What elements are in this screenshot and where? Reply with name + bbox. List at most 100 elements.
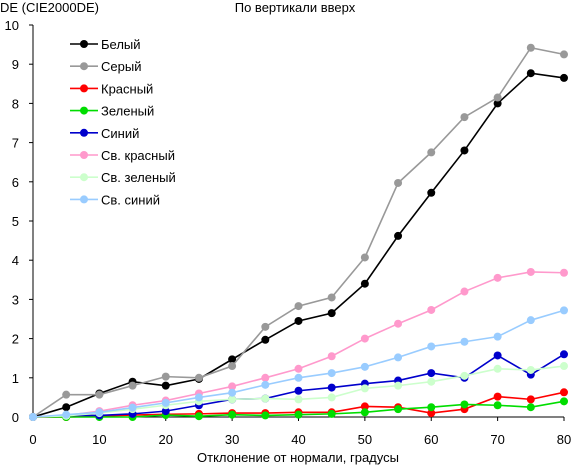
data-point [261,380,270,389]
data-point [427,369,436,378]
legend-item: Белый [70,37,141,52]
legend-label: Синий [101,126,139,141]
legend-label: Св. зеленый [101,170,176,185]
data-point [427,305,436,314]
data-point [261,335,270,344]
data-point [394,231,403,240]
data-point [161,381,170,390]
data-point [228,362,237,371]
data-point [294,386,303,395]
x-tick-label: 20 [159,432,173,447]
data-point [493,273,502,282]
data-point [394,353,403,362]
legend-label: Белый [101,37,141,52]
data-point [228,388,237,397]
data-point [228,410,237,419]
data-point [161,407,170,416]
data-point [194,373,203,382]
data-point [394,405,403,414]
data-point [360,253,369,262]
legend-swatch-marker [80,128,88,137]
x-tick-label: 30 [225,432,239,447]
data-point [327,293,336,302]
data-point [427,409,436,418]
data-point [294,395,303,404]
data-point [526,365,535,374]
data-point [460,400,469,409]
data-point [427,148,436,157]
legend-item: Св. красный [70,148,175,163]
data-point [526,316,535,325]
data-point [560,397,568,406]
data-point [62,403,71,412]
data-point [526,43,535,52]
data-point [526,395,535,404]
data-point [493,332,502,341]
data-point [327,393,336,402]
axes: 0 1 2 3 4 5 6 7 8 9 10 0 10 20 30 40 50 60 70 80 [5,18,571,447]
data-point [62,390,71,399]
data-point [95,408,104,417]
data-point [460,287,469,296]
y-tick-label: 7 [12,136,19,151]
legend-swatch-marker [80,151,88,159]
data-point [360,334,369,343]
y-tick-label: 6 [12,175,19,190]
data-point [460,146,469,155]
legend: Белый Серый Красный Зеленый Синий Св. красный… [70,37,176,207]
data-point [460,371,469,380]
y-tick-label: 5 [12,214,19,229]
legend-swatch-marker [80,62,88,71]
legend-item: Св. зеленый [70,170,176,185]
data-point [493,351,502,360]
data-point [493,401,502,410]
x-tick-label: 40 [291,432,305,447]
legend-swatch-marker [80,40,88,48]
data-point [327,352,336,361]
legend-item: Синий [70,126,139,141]
data-point [360,402,369,411]
data-point [95,390,104,399]
data-point [327,369,336,378]
series-line [32,353,565,418]
data-point [560,350,568,359]
data-point [493,364,502,373]
legend-label: Зеленый [101,104,154,119]
data-point [261,394,270,403]
data-point [360,279,369,288]
y-tick-label: 2 [12,332,19,347]
x-tick-label: 80 [557,432,571,447]
y-tick-label: 4 [12,253,19,268]
data-point [294,410,303,419]
data-point [261,373,270,382]
data-point [560,268,568,277]
y-tick-label: 8 [12,96,19,111]
x-tick-label: 70 [490,432,504,447]
data-point [526,403,535,412]
data-point [427,342,436,351]
data-point [526,267,535,276]
legend-item: Зеленый [70,104,154,119]
data-point [560,388,568,397]
x-axis-label: Отклонение от нормали, градусы [197,450,399,465]
data-point [493,99,502,108]
data-point [427,377,436,386]
data-point [427,403,436,412]
data-point [360,384,369,393]
data-point [560,50,568,59]
legend-label: Серый [101,59,141,74]
legend-swatch-marker [80,106,88,115]
x-tick-label: 50 [358,432,372,447]
data-point [493,93,502,102]
data-point [228,355,237,364]
data-point [327,383,336,392]
data-point [194,412,203,421]
data-point [526,69,535,78]
data-point [294,364,303,373]
data-point [128,381,137,390]
legend-label: Красный [101,81,153,96]
data-point [427,188,436,197]
data-point [360,408,369,417]
data-point [128,403,137,412]
legend-swatch-marker [80,173,88,182]
